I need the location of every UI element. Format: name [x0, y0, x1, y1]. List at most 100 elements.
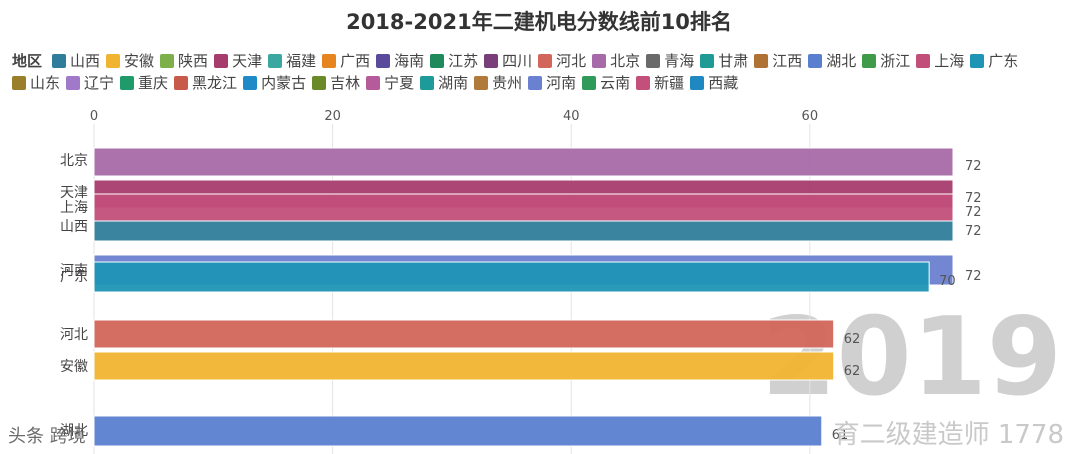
- legend-label: 云南: [600, 74, 631, 92]
- legend-item[interactable]: 西藏: [690, 72, 738, 94]
- legend-label: 安徽: [124, 52, 155, 70]
- legend-item[interactable]: 四川: [484, 50, 532, 72]
- legend-label: 西藏: [708, 74, 739, 92]
- bar-山西: [93, 220, 954, 242]
- value-label: 72: [965, 159, 982, 174]
- value-label: 62: [844, 364, 861, 379]
- legend-swatch: [366, 76, 381, 90]
- legend-item[interactable]: 湖南: [420, 72, 468, 94]
- legend-swatch: [582, 76, 597, 90]
- legend-item[interactable]: 天津: [214, 50, 262, 72]
- legend-swatch: [538, 54, 553, 68]
- category-label: 上海: [60, 200, 88, 216]
- legend-swatch: [106, 54, 121, 68]
- legend-label: 吉林: [330, 74, 361, 92]
- legend-item[interactable]: 甘肃: [700, 50, 748, 72]
- legend-label: 贵州: [492, 74, 523, 92]
- legend-item[interactable]: 宁夏: [366, 72, 414, 94]
- legend-swatch: [916, 54, 931, 68]
- category-label: 天津: [60, 185, 88, 201]
- legend-swatch: [430, 54, 445, 68]
- legend-item[interactable]: 上海: [916, 50, 964, 72]
- legend-item[interactable]: 河北: [538, 50, 586, 72]
- legend-swatch: [808, 54, 823, 68]
- legend-swatch: [700, 54, 715, 68]
- legend-swatch: [268, 54, 283, 68]
- legend-label: 陕西: [178, 52, 209, 70]
- legend-swatch: [970, 54, 985, 68]
- legend-item[interactable]: 山西: [52, 50, 100, 72]
- bar-北京: [93, 147, 954, 177]
- legend-item[interactable]: 广西: [322, 50, 370, 72]
- legend-item[interactable]: 云南: [582, 72, 630, 94]
- legend-label: 山东: [30, 74, 61, 92]
- legend-item[interactable]: 吉林: [312, 72, 360, 94]
- legend-item[interactable]: 北京: [592, 50, 640, 72]
- legend-item[interactable]: 海南: [376, 50, 424, 72]
- legend-swatch: [592, 54, 607, 68]
- legend-swatch: [12, 76, 26, 90]
- legend-item[interactable]: 江苏: [430, 50, 478, 72]
- legend-label: 湖南: [438, 74, 469, 92]
- category-label: 河北: [60, 327, 88, 343]
- value-label: 70: [939, 274, 956, 289]
- legend-item[interactable]: 河南: [528, 72, 576, 94]
- legend-item[interactable]: 贵州: [474, 72, 522, 94]
- legend-item[interactable]: 湖北: [808, 50, 856, 72]
- category-label: 山西: [60, 219, 88, 235]
- legend-label: 青海: [664, 52, 695, 70]
- bar-广东: [93, 261, 930, 293]
- legend-swatch: [646, 54, 661, 68]
- legend-item[interactable]: 青海: [646, 50, 694, 72]
- legend-label: 江西: [772, 52, 803, 70]
- legend-swatch: [420, 76, 435, 90]
- x-tick-label: 0: [90, 109, 98, 124]
- legend-item[interactable]: 新疆: [636, 72, 684, 94]
- value-label: 61: [832, 428, 849, 443]
- legend-label: 河南: [546, 74, 577, 92]
- x-tick-label: 60: [802, 109, 819, 124]
- watermark-right: 育二级建造师 1778: [833, 420, 1064, 450]
- legend: 地区 山西 安徽 陕西 天津 福建 广西 海南 江苏 四川 河北 北京 青海 甘肃 江西 湖北 浙江 上海 广东山…: [12, 50, 1072, 94]
- chart-title: 2018-2021年二建机电分数线前10排名: [346, 10, 732, 34]
- category-label: 安徽: [60, 359, 88, 375]
- bar-上海: [93, 193, 954, 223]
- value-label: 72: [965, 191, 982, 206]
- value-label: 72: [965, 224, 982, 239]
- legend-item[interactable]: 陕西: [160, 50, 208, 72]
- legend-label: 海南: [394, 52, 425, 70]
- legend-item[interactable]: 重庆: [120, 72, 168, 94]
- legend-item[interactable]: 辽宁: [66, 72, 114, 94]
- legend-swatch: [484, 54, 499, 68]
- legend-item[interactable]: 山东: [12, 72, 60, 94]
- legend-item[interactable]: 广东: [970, 50, 1018, 72]
- legend-item[interactable]: 黑龙江: [174, 72, 237, 94]
- value-label: 72: [965, 269, 982, 284]
- legend-label: 江苏: [448, 52, 479, 70]
- legend-item[interactable]: 内蒙古: [243, 72, 306, 94]
- value-label: 72: [965, 205, 982, 220]
- legend-label: 黑龙江: [192, 74, 238, 92]
- legend-label: 上海: [934, 52, 965, 70]
- bar-湖北: [93, 415, 823, 447]
- legend-label: 重庆: [138, 74, 169, 92]
- legend-swatch: [862, 54, 877, 68]
- category-label: 北京: [60, 153, 88, 169]
- legend-label: 宁夏: [384, 74, 415, 92]
- legend-swatch: [243, 76, 258, 90]
- legend-item[interactable]: 浙江: [862, 50, 910, 72]
- legend-label: 湖北: [826, 52, 857, 70]
- legend-swatch: [690, 76, 705, 90]
- legend-swatch: [120, 76, 135, 90]
- watermark-left: 头条 跨境: [8, 426, 86, 447]
- legend-label: 山西: [70, 52, 101, 70]
- legend-label: 北京: [610, 52, 641, 70]
- legend-label: 浙江: [880, 52, 911, 70]
- legend-item[interactable]: 安徽: [106, 50, 154, 72]
- legend-item[interactable]: 江西: [754, 50, 802, 72]
- legend-item[interactable]: 福建: [268, 50, 316, 72]
- legend-swatch: [52, 54, 67, 68]
- legend-label: 辽宁: [84, 74, 115, 92]
- value-label: 62: [844, 332, 861, 347]
